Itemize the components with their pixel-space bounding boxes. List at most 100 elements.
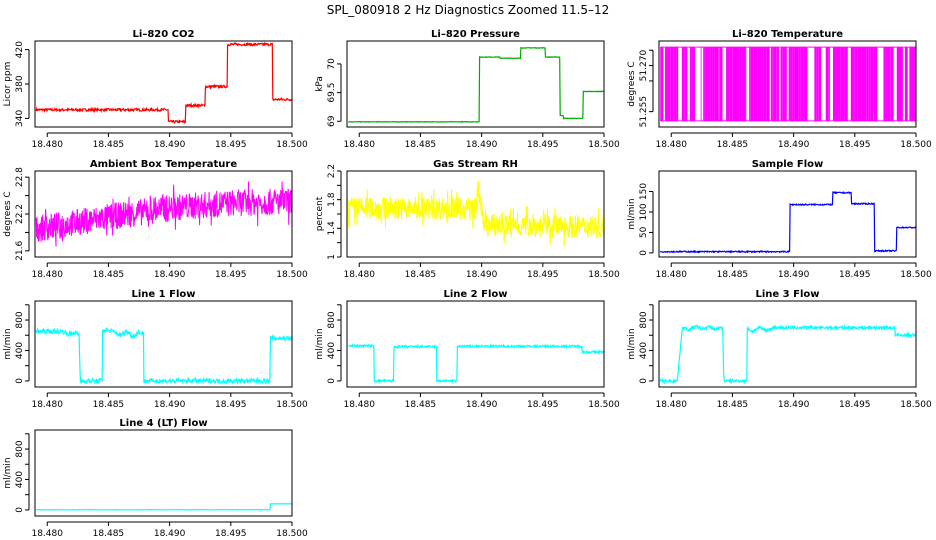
y-axis: 0 400 800 — [15, 433, 30, 513]
x-tick-label: 18.500 — [900, 140, 932, 150]
series-line — [347, 342, 604, 384]
series-spike-block — [691, 47, 696, 121]
data-layer — [36, 502, 292, 511]
x-tick-label: 18.485 — [717, 270, 749, 280]
x-tick-label: 18.480 — [343, 400, 375, 410]
x-tick-label: 18.500 — [900, 270, 932, 280]
x-tick-label: 18.490 — [466, 400, 498, 410]
data-layer — [660, 46, 916, 122]
x-tick-label: 18.490 — [154, 529, 186, 539]
series-spike-block — [670, 47, 674, 121]
y-axis-label: kPa — [315, 76, 325, 92]
series-spike-block — [665, 47, 668, 121]
series-spike-block — [835, 47, 839, 121]
y-axis: 0 400 800 — [15, 304, 30, 384]
plot-frame — [34, 40, 293, 128]
y-tick-label: 0 — [639, 378, 649, 384]
y-axis-label: ml/min — [3, 328, 13, 359]
x-tick-label: 18.480 — [31, 140, 63, 150]
panel-6: Sample Flow ml/min 18.480 18.485 18.490 18.49… — [627, 159, 932, 280]
series-spike-block — [909, 47, 912, 121]
panel-9: Line 3 Flow ml/min 18.480 18.485 18.490 18.49… — [627, 289, 932, 410]
series-line — [35, 181, 292, 247]
data-layer — [347, 342, 604, 384]
series-spike-block — [840, 47, 845, 121]
x-tick-label: 18.500 — [276, 270, 308, 280]
plot-frame — [658, 40, 917, 128]
x-tick-label: 18.485 — [405, 400, 437, 410]
series-spike-block — [850, 47, 852, 121]
series-spike-block — [745, 47, 747, 121]
series-spike-block — [776, 47, 779, 121]
series-spike-block — [732, 47, 737, 121]
series-line — [348, 46, 604, 123]
x-tick-label: 18.485 — [717, 400, 749, 410]
series-spike-block — [861, 47, 862, 121]
x-tick-label: 18.495 — [839, 400, 871, 410]
series-spike-block — [854, 47, 856, 121]
y-tick-label: 380 — [15, 75, 25, 92]
y-axis-label: ml/min — [627, 198, 637, 229]
series-spike-block — [667, 47, 671, 121]
y-tick-label: 340 — [15, 110, 25, 127]
series-spike-block — [868, 47, 871, 121]
series-spike-block — [703, 47, 705, 121]
x-tick-label: 18.495 — [839, 140, 871, 150]
series-spike-block — [800, 47, 804, 121]
series-spike-block — [743, 47, 746, 121]
series-spike-block — [857, 47, 859, 121]
y-tick-label: 1.4 — [327, 221, 337, 236]
x-tick-label: 18.490 — [154, 270, 186, 280]
x-tick-label: 18.480 — [655, 140, 687, 150]
y-tick-label: 0 — [15, 507, 25, 513]
y-axis: 1 1.4 1.8 2.2 — [327, 164, 342, 260]
series-spike-block — [684, 47, 688, 121]
series-spike-block — [705, 47, 708, 121]
x-tick-label: 18.480 — [343, 140, 375, 150]
data-layer — [347, 180, 604, 247]
series-spike-block — [866, 47, 869, 121]
series-spike-block — [792, 47, 795, 121]
figure-title: SPL_080918 2 Hz Diagnostics Zoomed 11.5–… — [327, 3, 610, 17]
y-tick-label: 22.2 — [15, 204, 25, 224]
series-spike-block — [707, 47, 711, 121]
panel-7: Line 1 Flow ml/min 18.480 18.485 18.490 18.49… — [3, 289, 308, 410]
series-spike-block — [718, 47, 719, 121]
x-axis: 18.480 18.485 18.490 18.495 18.500 — [31, 521, 308, 539]
series-spike-block — [753, 47, 758, 121]
y-tick-label: 800 — [15, 440, 25, 457]
y-tick-label: 0 — [15, 378, 25, 384]
y-tick-label: 21.6 — [15, 241, 25, 261]
x-tick-label: 18.500 — [900, 400, 932, 410]
panel-title: Line 3 Flow — [756, 289, 820, 300]
series-spike-block — [803, 47, 808, 121]
series-spike-block — [676, 47, 679, 121]
y-axis-label: ml/min — [3, 457, 13, 488]
data-layer — [35, 181, 292, 247]
y-axis-label: degrees C — [627, 61, 637, 106]
data-layer — [348, 46, 604, 123]
series-spike-block — [855, 47, 858, 121]
x-axis: 18.480 18.485 18.490 18.495 18.500 — [31, 262, 308, 280]
x-tick-label: 18.490 — [154, 400, 186, 410]
x-tick-label: 18.500 — [588, 400, 620, 410]
series-spike-block — [729, 47, 733, 121]
series-spike-block — [784, 47, 787, 121]
x-axis: 18.480 18.485 18.490 18.495 18.500 — [655, 132, 932, 150]
series-spike-block — [870, 47, 874, 121]
series-spike-block — [838, 47, 841, 121]
x-axis: 18.480 18.485 18.490 18.495 18.500 — [31, 132, 308, 150]
series-spike-block — [772, 47, 774, 121]
panel-10: Line 4 (LT) Flow ml/min 18.480 18.485 18.490… — [3, 418, 308, 539]
series-spike-block — [914, 47, 916, 121]
plot-frame — [34, 170, 293, 258]
series-spike-block — [674, 47, 675, 121]
x-tick-label: 18.480 — [31, 270, 63, 280]
x-tick-label: 18.485 — [93, 529, 125, 539]
y-axis: 0 400 800 — [639, 304, 654, 384]
